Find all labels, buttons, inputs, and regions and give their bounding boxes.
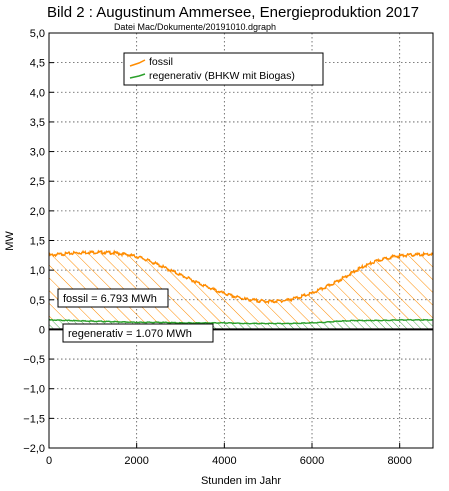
point-regenerativ-1	[70, 319, 72, 322]
grid	[48, 32, 433, 449]
point-fossil-14	[232, 295, 234, 297]
legend-box	[123, 52, 324, 86]
y-tick-label-10: 3,0	[30, 147, 45, 159]
point-regenerativ-3	[114, 321, 116, 323]
annotation-fossil-box	[57, 288, 169, 308]
point-fossil-17	[271, 300, 274, 303]
point-regenerativ-12	[311, 322, 313, 324]
point-fossil-15	[245, 298, 247, 300]
chart-subtitle: Datei Mac/Dokumente/20191010.dgraph	[114, 22, 276, 32]
x-tick-label-0: 0	[46, 455, 52, 467]
point-fossil-4	[101, 251, 103, 253]
point-fossil-6	[127, 254, 129, 256]
x-tick-label-1: 2000	[124, 455, 148, 467]
point-fossil-22	[337, 280, 339, 282]
annotation-regenerativ: regenerativ = 1.070 MWh	[62, 323, 214, 343]
y-axis-label: MW	[4, 231, 16, 251]
point-regenerativ-10	[267, 322, 269, 325]
y-tick-label-11: 3,5	[30, 117, 45, 129]
point-fossil-16	[258, 300, 261, 302]
x-tick-label-4: 8000	[387, 455, 411, 467]
point-fossil-28	[416, 254, 418, 256]
x-axis: 0 2000 4000 6000 8000	[46, 443, 412, 467]
legend: fossil regenerativ (BHKW mit Biogas)	[123, 52, 324, 86]
point-fossil-23	[350, 272, 353, 274]
point-fossil-12	[206, 286, 208, 288]
point-regenerativ-17	[399, 319, 401, 321]
point-fossil-3	[87, 251, 90, 253]
point-fossil-2	[74, 252, 76, 254]
point-fossil-8	[153, 262, 155, 264]
legend-swatch-regenerativ	[129, 73, 146, 79]
point-fossil-25	[377, 260, 379, 262]
y-tick-label-13: 4,5	[30, 58, 45, 70]
y-tick-label-12: 4,0	[30, 87, 45, 99]
y-tick-label-14: 5,0	[30, 28, 45, 40]
x-tick-label-3: 6000	[300, 455, 324, 467]
y-tick-label-0: −2,0	[23, 443, 45, 455]
point-regenerativ-11	[289, 322, 291, 325]
point-fossil-1	[61, 253, 63, 255]
y-tick-label-2: −1,0	[23, 384, 45, 396]
annotation-regenerativ-box	[62, 323, 214, 343]
y-tick-label-1: −1,5	[23, 413, 45, 425]
y-tick-label-4: 0	[39, 324, 45, 336]
point-fossil-24	[364, 265, 366, 267]
chart-title: Bild 2 : Augustinum Ammersee, Energiepro…	[47, 4, 419, 21]
point-regenerativ-7	[201, 322, 204, 324]
x-axis-label: Stunden im Jahr	[201, 475, 281, 487]
point-fossil-19	[298, 296, 300, 299]
y-tick-label-9: 2,5	[30, 176, 45, 188]
point-regenerativ-2	[92, 320, 94, 322]
series-layer	[49, 249, 433, 325]
point-fossil-10	[179, 274, 182, 276]
point-regenerativ-15	[355, 319, 357, 322]
point-fossil-26	[390, 256, 392, 258]
point-fossil-11	[193, 280, 195, 282]
point-fossil-20	[311, 292, 313, 294]
y-tick-label-8: 2,0	[30, 206, 45, 218]
point-regenerativ-16	[377, 319, 379, 322]
point-regenerativ-9	[245, 322, 247, 325]
point-fossil-9	[166, 268, 168, 270]
y-tick-label-3: −0,5	[23, 354, 45, 366]
point-regenerativ-4	[136, 321, 138, 323]
series-line-fossil	[49, 249, 433, 305]
point-fossil-7	[140, 257, 142, 259]
series-line-regenerativ	[49, 318, 433, 325]
point-regenerativ-13	[324, 321, 326, 323]
point-regenerativ-8	[223, 322, 225, 324]
point-fossil-21	[324, 286, 326, 288]
y-tick-label-7: 1,5	[30, 236, 45, 248]
y-tick-label-6: 1,0	[30, 265, 45, 277]
point-fossil-5	[114, 252, 116, 254]
annotation-fossil: fossil = 6.793 MWh	[57, 288, 169, 308]
point-regenerativ-14	[337, 320, 339, 322]
legend-swatch-fossil	[129, 59, 146, 67]
legend-label-regenerativ: regenerativ (BHKW mit Biogas)	[149, 70, 295, 82]
y-axis: −2,0 −1,5 −1,0 −0,5 0 0,5 1,0 1,5 2,0 2,5 3,0 3,5 4,…	[23, 28, 54, 455]
point-regenerativ-6	[179, 322, 182, 324]
annotation-regenerativ-text: regenerativ = 1.070 MWh	[68, 328, 192, 340]
point-regenerativ-5	[157, 321, 160, 323]
point-fossil-18	[285, 299, 287, 301]
area-fossil	[49, 250, 433, 324]
annotation-fossil-text: fossil = 6.793 MWh	[63, 293, 157, 305]
y-tick-label-5: 0,5	[30, 295, 45, 307]
point-fossil-27	[403, 254, 405, 256]
point-fossil-13	[219, 291, 221, 293]
x-tick-label-2: 4000	[212, 455, 236, 467]
legend-label-fossil: fossil	[149, 56, 173, 68]
